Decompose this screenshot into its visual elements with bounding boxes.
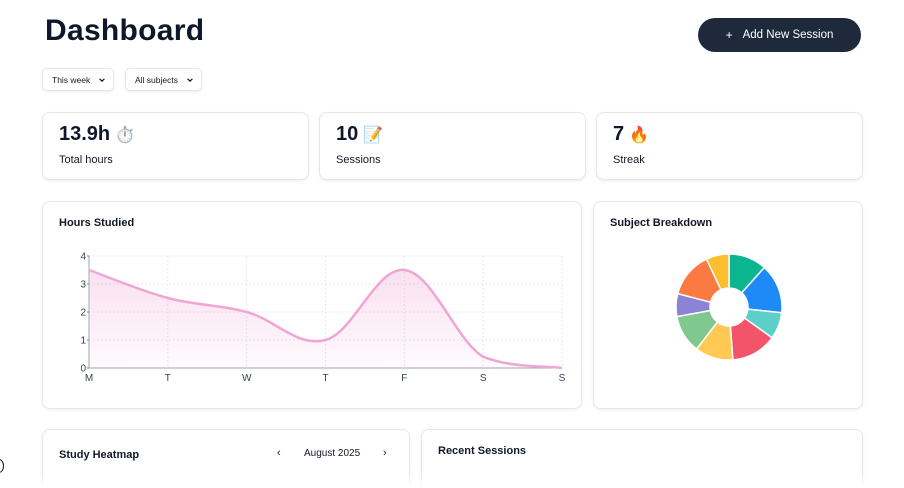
total-hours-value: 13.9h [59, 123, 111, 145]
y-tick-label: 4 [80, 252, 86, 263]
chevron-down-icon [187, 77, 193, 82]
x-tick-label: S [480, 373, 487, 384]
stat-card-streak: 7 🔥 Streak [596, 112, 863, 180]
x-tick-label: W [242, 373, 252, 384]
total-hours-label: Total hours [59, 154, 113, 166]
x-tick-label: T [165, 373, 171, 384]
chevron-down-icon [99, 77, 106, 82]
x-tick-label: M [85, 373, 93, 384]
study-heatmap-title: Study Heatmap [59, 449, 140, 461]
subject-breakdown-card: Subject Breakdown [593, 201, 863, 409]
stat-card-total-hours: 13.9h ⏱️ Total hours [42, 112, 309, 180]
recent-sessions-title: Recent Sessions [438, 445, 527, 457]
heatmap-month: August 2025 [304, 448, 361, 459]
stat-card-sessions: 10 📝 Sessions [319, 112, 586, 180]
hours-studied-card: Hours Studied 0 1 2 3 4 M T W T F S S [42, 201, 582, 409]
memo-icon: 📝 [363, 126, 384, 144]
period-filter-value: This week [52, 74, 91, 85]
streak-label: Streak [613, 154, 645, 166]
fire-icon: 🔥 [629, 126, 650, 144]
subject-breakdown-chart [675, 253, 783, 361]
y-tick-label: 0 [80, 364, 86, 375]
subject-filter[interactable]: All subjects [125, 68, 202, 91]
hours-studied-chart: 0 1 2 3 4 M T W T F S S [80, 252, 566, 385]
plus-icon: + [725, 28, 733, 42]
pie-slice [705, 253, 730, 291]
x-tick-label: S [559, 373, 566, 384]
y-tick-label: 1 [80, 336, 86, 347]
period-filter[interactable]: This week [42, 68, 115, 91]
prev-month-button[interactable]: ‹ [277, 447, 281, 459]
stopwatch-icon: ⏱️ [115, 126, 136, 144]
stat-value: 10 📝 [336, 123, 383, 146]
stat-value: 13.9h ⏱️ [59, 123, 135, 146]
series-line [88, 268, 563, 370]
bottom-fade [0, 470, 904, 488]
y-tick-label: 3 [80, 280, 86, 291]
add-new-session-button[interactable]: + Add New Session [698, 18, 861, 52]
streak-value: 7 [613, 123, 625, 145]
hours-studied-title: Hours Studied [59, 217, 135, 229]
sessions-value: 10 [336, 123, 359, 145]
subject-breakdown-title: Subject Breakdown [610, 217, 713, 229]
x-tick-label: F [401, 373, 407, 384]
page-title: Dashboard [45, 14, 205, 47]
next-month-button[interactable]: › [383, 447, 387, 459]
stat-value: 7 🔥 [613, 123, 649, 146]
add-new-session-label: Add New Session [742, 29, 834, 41]
area-fill [89, 269, 562, 368]
x-tick-label: T [322, 373, 328, 384]
subject-filter-value: All subjects [135, 74, 178, 85]
y-tick-label: 2 [80, 308, 86, 319]
sessions-label: Sessions [336, 154, 381, 166]
